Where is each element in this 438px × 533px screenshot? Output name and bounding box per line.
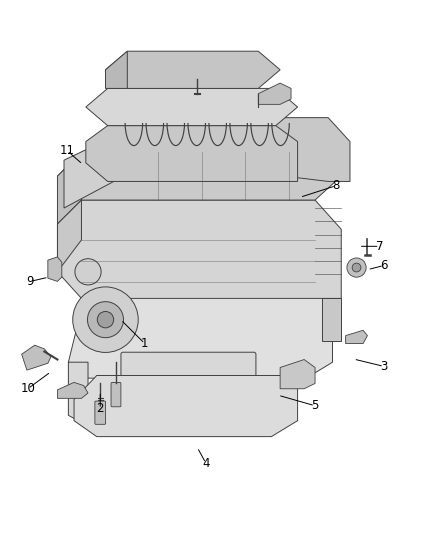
Polygon shape [57, 152, 81, 224]
Text: 4: 4 [202, 457, 210, 470]
Polygon shape [86, 126, 297, 181]
Circle shape [347, 258, 366, 277]
Text: 8: 8 [332, 179, 340, 192]
Circle shape [73, 287, 138, 352]
Polygon shape [106, 51, 127, 88]
Text: 11: 11 [60, 144, 74, 157]
Text: 6: 6 [380, 259, 388, 272]
Text: 5: 5 [311, 399, 319, 413]
FancyBboxPatch shape [111, 383, 121, 407]
Polygon shape [153, 118, 350, 181]
FancyBboxPatch shape [95, 401, 106, 424]
Circle shape [75, 259, 101, 285]
Polygon shape [346, 330, 367, 344]
Text: 1: 1 [141, 337, 148, 350]
Polygon shape [321, 298, 341, 341]
Polygon shape [57, 200, 341, 298]
Text: 7: 7 [376, 240, 383, 253]
Polygon shape [86, 88, 297, 126]
Text: 2: 2 [96, 402, 104, 415]
Text: 3: 3 [380, 360, 388, 373]
Polygon shape [106, 51, 280, 88]
Polygon shape [57, 200, 81, 272]
Polygon shape [21, 345, 51, 370]
FancyBboxPatch shape [121, 352, 256, 407]
Polygon shape [57, 152, 341, 200]
Polygon shape [280, 360, 315, 389]
Text: 10: 10 [20, 382, 35, 395]
Circle shape [88, 302, 124, 338]
Polygon shape [258, 83, 291, 104]
Circle shape [97, 311, 114, 328]
Circle shape [352, 263, 361, 272]
Text: 9: 9 [27, 275, 34, 288]
Polygon shape [68, 282, 332, 378]
Polygon shape [68, 362, 88, 426]
Polygon shape [74, 375, 297, 437]
Polygon shape [48, 257, 62, 281]
Polygon shape [57, 382, 88, 398]
Polygon shape [64, 118, 153, 208]
